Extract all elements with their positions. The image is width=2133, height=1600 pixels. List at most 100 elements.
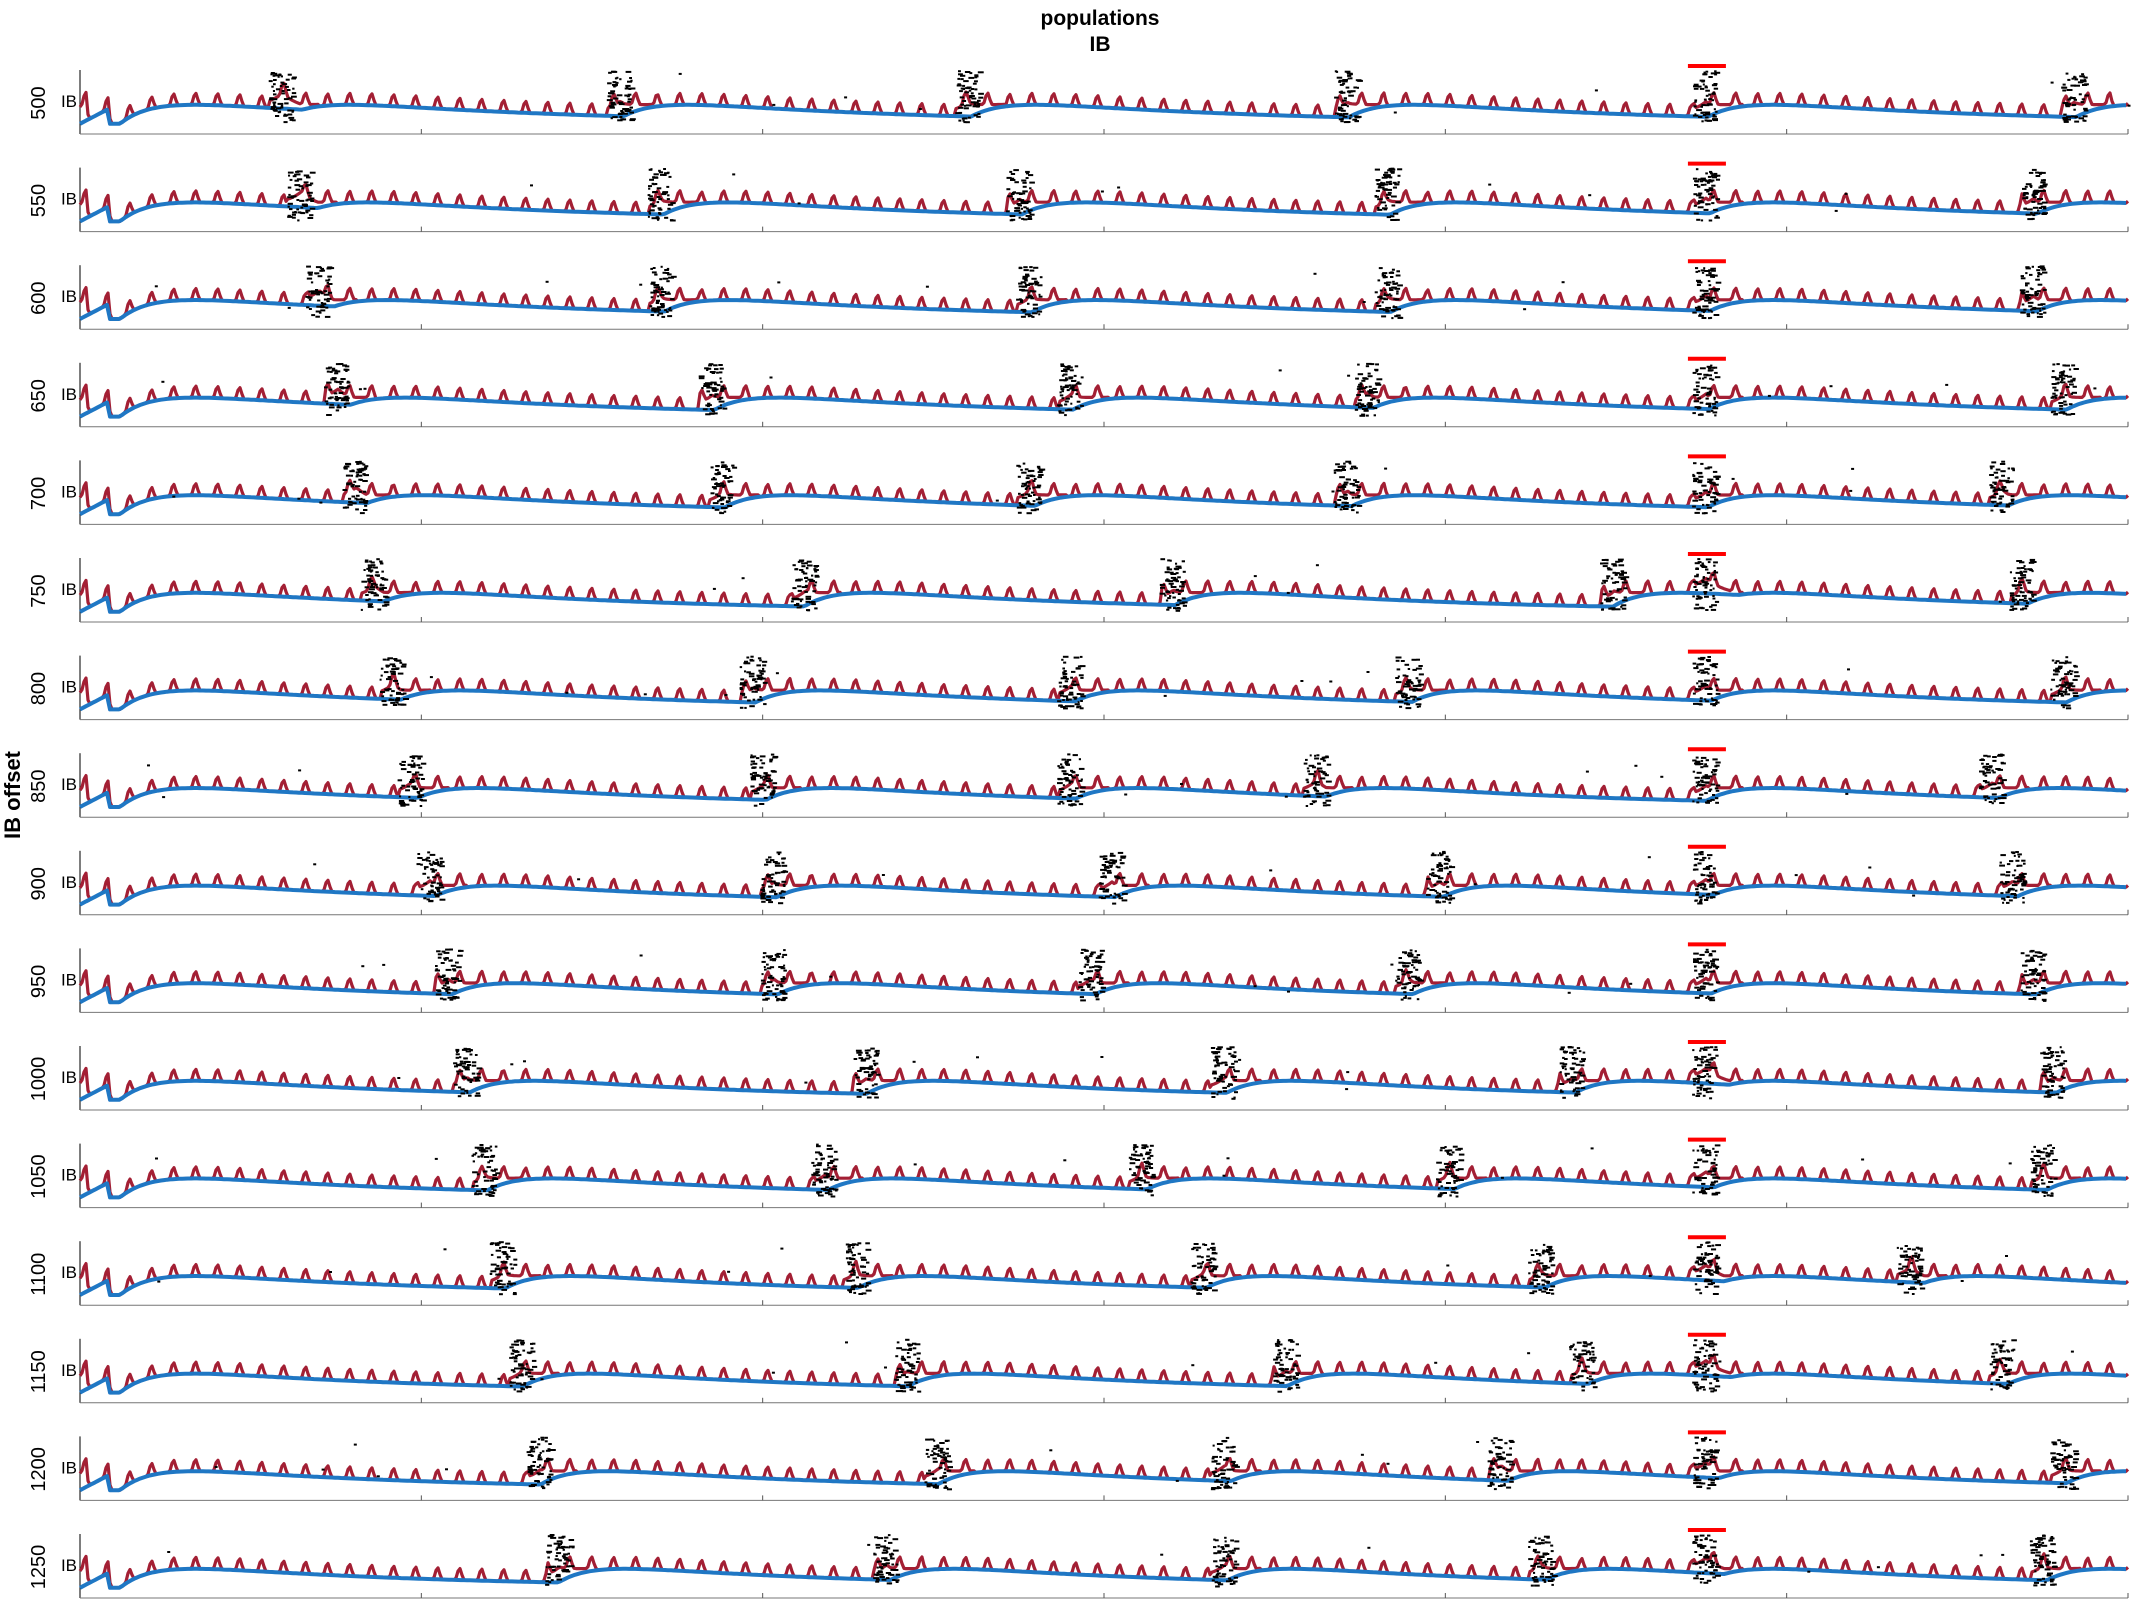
spike-mark	[1417, 679, 1422, 682]
spike-mark	[389, 694, 393, 697]
spike-mark	[1706, 799, 1712, 802]
spike-mark	[1703, 267, 1706, 270]
spike-mark	[1715, 281, 1722, 284]
spike-raster	[1159, 558, 1188, 612]
spike-mark	[1202, 1243, 1206, 1246]
spike-mark	[415, 771, 420, 774]
spike-mark	[712, 389, 718, 392]
spike-mark	[1415, 667, 1422, 670]
spike-mark	[1561, 1065, 1567, 1068]
spike-raster	[2020, 949, 2048, 1002]
spike-mark	[1703, 1048, 1708, 1051]
spike-mark	[1694, 511, 1700, 514]
spike-mark	[1711, 174, 1717, 177]
spike-mark	[814, 607, 818, 610]
spike-mark	[661, 193, 667, 196]
spike-mark	[297, 497, 301, 500]
spike-mark	[1705, 104, 1710, 107]
spike-mark	[1695, 597, 1698, 600]
spike-mark	[1435, 901, 1442, 904]
spike-mark	[2084, 94, 2089, 97]
spike-mark	[1443, 896, 1448, 899]
spike-mark	[831, 1175, 835, 1178]
row-offset-label: 950	[28, 965, 50, 998]
spike-mark	[2083, 76, 2088, 79]
spike-mark	[1705, 308, 1709, 311]
spike-mark	[1063, 1159, 1067, 1162]
spike-mark	[459, 1060, 464, 1063]
spike-mark	[775, 884, 779, 887]
spike-raster	[1057, 363, 1084, 417]
spike-mark	[1074, 800, 1080, 803]
spike-mark	[1693, 193, 1698, 196]
spike-mark	[617, 101, 623, 104]
spike-mark	[751, 690, 755, 693]
spike-mark	[1349, 491, 1355, 494]
spike-mark	[456, 1070, 461, 1073]
spike-mark	[724, 477, 730, 479]
spike-mark	[455, 1053, 460, 1056]
spike-mark	[303, 205, 308, 207]
spike-mark	[453, 1062, 458, 1065]
spike-mark	[1065, 672, 1068, 675]
spike-mark	[1020, 315, 1026, 318]
spike-mark	[348, 501, 353, 504]
spike-mark	[1608, 607, 1613, 610]
spike-mark	[1713, 1048, 1718, 1051]
spike-mark	[1141, 1144, 1148, 1147]
spike-mark	[1121, 899, 1128, 902]
spike-mark	[1172, 596, 1176, 599]
spike-mark	[664, 309, 668, 312]
spike-mark	[874, 1083, 878, 1086]
spike-mark	[1704, 1188, 1710, 1190]
spike-mark	[807, 609, 811, 612]
spike-mark	[615, 81, 619, 84]
spike-mark	[1433, 884, 1437, 886]
spike-mark	[287, 215, 293, 218]
spike-mark	[1120, 855, 1127, 858]
spike-mark	[1696, 472, 1700, 474]
spike-mark	[1713, 398, 1716, 401]
spike-mark	[334, 372, 339, 375]
spike-mark	[1322, 759, 1326, 762]
spike-mark	[364, 560, 369, 563]
spike-mark	[1430, 868, 1435, 871]
spike-mark	[345, 462, 351, 465]
spike-mark	[617, 119, 623, 122]
spike-mark	[437, 890, 441, 893]
spike-mark	[1099, 977, 1104, 980]
spike-mark	[494, 1268, 500, 1271]
spike-mark	[1704, 467, 1710, 470]
spike-mark	[1354, 467, 1358, 470]
spike-mark	[393, 658, 398, 660]
spike-mark	[804, 1081, 808, 1084]
spike-mark	[382, 963, 386, 966]
spike-mark	[504, 1266, 509, 1269]
spike-mark	[2043, 1071, 2048, 1074]
spike-mark	[1190, 1281, 1193, 1284]
spike-mark	[416, 863, 421, 866]
spike-mark	[1706, 1073, 1709, 1076]
spike-mark	[750, 686, 756, 689]
spike-mark	[1028, 211, 1032, 214]
spike-mark	[1397, 284, 1403, 287]
spike-mark	[358, 471, 363, 474]
spike-mark	[1438, 877, 1444, 880]
spike-mark	[489, 1179, 494, 1182]
spike-mark	[1715, 761, 1721, 764]
spike-mark	[308, 290, 315, 293]
spike-mark	[1175, 572, 1179, 575]
spike-mark	[342, 489, 348, 491]
spike-mark	[861, 1258, 867, 1261]
subplot-row-550: 550 IB	[28, 161, 2130, 233]
spike-mark	[848, 1257, 852, 1260]
population-label: IB	[61, 678, 77, 697]
spike-mark	[2024, 294, 2030, 296]
spike-mark	[1133, 1172, 1136, 1175]
spike-mark	[1987, 797, 1990, 800]
spike-mark	[1703, 208, 1709, 211]
spike-mark	[1418, 683, 1424, 686]
spike-raster	[2030, 1144, 2058, 1197]
spike-mark	[2008, 502, 2015, 505]
spike-mark	[1699, 697, 1703, 700]
